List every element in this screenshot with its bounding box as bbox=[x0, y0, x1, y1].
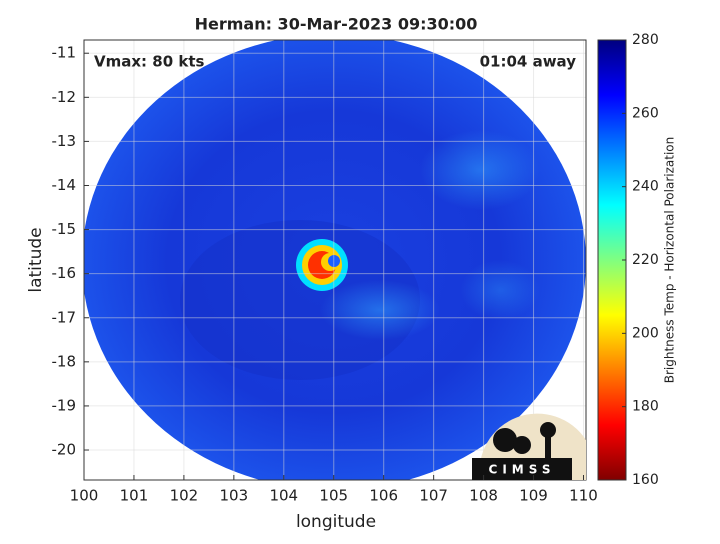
x-tick-label: 101 bbox=[120, 487, 149, 505]
x-tick-label: 110 bbox=[569, 487, 598, 505]
x-tick-label: 109 bbox=[519, 487, 548, 505]
colorbar-tick-label: 260 bbox=[632, 105, 659, 121]
colorbar-tick-label: 220 bbox=[632, 252, 659, 268]
colorbar bbox=[597, 39, 627, 481]
x-tick-label: 108 bbox=[469, 487, 498, 505]
y-tick-label: -12 bbox=[52, 88, 77, 106]
x-tick-label: 106 bbox=[369, 487, 398, 505]
x-tick-label: 100 bbox=[70, 487, 99, 505]
logo-text: CIMSS bbox=[489, 463, 556, 477]
x-tick-label: 107 bbox=[419, 487, 448, 505]
colorbar-tick-label: 200 bbox=[632, 325, 659, 341]
colorbar-tick-label: 240 bbox=[632, 179, 659, 195]
y-tick-label: -15 bbox=[52, 220, 77, 238]
annotation: 01:04 away bbox=[480, 53, 577, 71]
annotation: Vmax: 80 kts bbox=[94, 53, 204, 71]
y-tick-label: -17 bbox=[52, 308, 77, 326]
y-tick-label: -18 bbox=[52, 352, 77, 370]
colorbar-tick-label: 180 bbox=[632, 399, 659, 415]
y-tick-label: -13 bbox=[52, 132, 77, 150]
colorbar-tick-label: 280 bbox=[632, 32, 659, 48]
x-axis-label: longitude bbox=[296, 512, 376, 532]
y-tick-label: -20 bbox=[52, 441, 77, 459]
colorbar-label: Brightness Temp - Horizontal Polarizatio… bbox=[663, 137, 677, 384]
y-tick-label: -11 bbox=[52, 44, 77, 62]
y-tick-label: -19 bbox=[52, 396, 77, 414]
plot-frame bbox=[83, 39, 587, 481]
x-tick-label: 102 bbox=[170, 487, 199, 505]
y-axis-label: latitude bbox=[26, 227, 46, 292]
y-tick-label: -16 bbox=[52, 264, 77, 282]
chart-title: Herman: 30-Mar-2023 09:30:00 bbox=[195, 15, 478, 34]
x-tick-label: 105 bbox=[319, 487, 348, 505]
colorbar-tick-label: 160 bbox=[632, 472, 659, 488]
swath-image bbox=[84, 40, 586, 480]
logo: CIMSS bbox=[472, 413, 586, 480]
x-tick-label: 103 bbox=[220, 487, 249, 505]
y-tick-label: -14 bbox=[52, 176, 77, 194]
x-tick-label: 104 bbox=[269, 487, 298, 505]
